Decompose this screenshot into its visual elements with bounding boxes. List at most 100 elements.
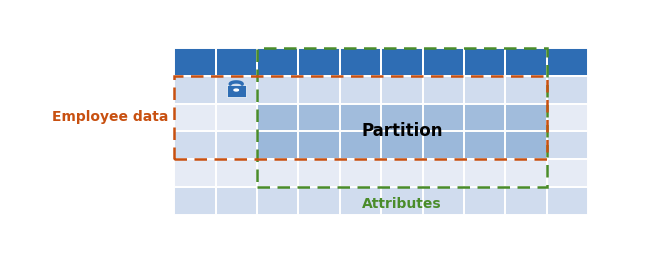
Bar — [381, 187, 423, 214]
Bar — [381, 131, 423, 159]
Bar — [506, 159, 547, 187]
Bar — [506, 187, 547, 214]
Bar — [464, 48, 506, 76]
Bar — [174, 187, 216, 214]
Bar — [174, 187, 216, 214]
Bar — [216, 76, 257, 104]
Bar — [506, 131, 547, 159]
Bar — [340, 159, 381, 187]
Bar — [340, 48, 381, 76]
Bar — [299, 76, 340, 104]
Bar — [216, 187, 257, 214]
Bar — [506, 159, 547, 187]
Bar — [340, 159, 381, 187]
Bar — [216, 187, 257, 214]
Bar — [506, 48, 547, 76]
Bar — [506, 131, 547, 159]
Bar — [340, 131, 381, 159]
Bar — [216, 48, 257, 76]
Bar — [257, 104, 299, 131]
Bar — [381, 104, 423, 131]
Bar — [174, 159, 216, 187]
Bar — [506, 76, 547, 104]
Bar — [299, 76, 340, 104]
Bar — [227, 85, 246, 97]
Bar — [174, 76, 216, 104]
Bar — [257, 48, 547, 187]
Bar — [216, 104, 257, 131]
Bar — [216, 131, 257, 159]
Bar — [174, 104, 216, 131]
Bar — [340, 131, 381, 159]
Bar — [257, 104, 547, 159]
Bar — [506, 104, 547, 131]
Bar — [381, 104, 423, 131]
Bar — [257, 48, 299, 76]
Bar — [381, 159, 423, 187]
Bar — [423, 159, 464, 187]
Bar — [174, 159, 216, 187]
Bar — [340, 187, 381, 214]
Bar — [174, 104, 216, 131]
Bar — [299, 104, 340, 131]
Bar — [547, 76, 589, 104]
Bar — [299, 187, 340, 214]
Bar — [381, 48, 423, 76]
Bar — [299, 187, 340, 214]
Bar — [423, 48, 464, 76]
Bar — [423, 76, 464, 104]
Bar — [216, 159, 257, 187]
Bar — [464, 76, 506, 104]
Bar — [299, 159, 340, 187]
Bar — [464, 104, 506, 131]
Bar — [257, 104, 299, 131]
Bar — [174, 76, 547, 159]
Bar — [423, 76, 464, 104]
Bar — [381, 76, 423, 104]
Bar — [423, 131, 464, 159]
Text: Partition: Partition — [361, 122, 443, 140]
Bar — [299, 48, 340, 76]
Bar — [299, 131, 340, 159]
Bar — [464, 159, 506, 187]
Text: Attributes: Attributes — [362, 198, 442, 211]
Bar — [464, 187, 506, 214]
Bar — [216, 48, 257, 76]
Bar — [174, 48, 216, 76]
Bar — [547, 76, 589, 104]
Bar — [423, 48, 464, 76]
Bar — [547, 159, 589, 187]
Bar — [547, 131, 589, 159]
Bar — [381, 187, 423, 214]
Bar — [464, 104, 506, 131]
Bar — [257, 187, 299, 214]
Bar — [547, 48, 589, 76]
Bar — [381, 131, 423, 159]
Bar — [340, 104, 381, 131]
Bar — [299, 104, 340, 131]
Bar — [216, 104, 257, 131]
Bar — [381, 159, 423, 187]
Bar — [423, 104, 464, 131]
Bar — [174, 48, 216, 76]
Bar — [506, 48, 547, 76]
Bar — [340, 187, 381, 214]
Bar — [423, 187, 464, 214]
Bar — [174, 131, 216, 159]
Bar — [381, 76, 423, 104]
Bar — [464, 131, 506, 159]
Bar — [340, 104, 381, 131]
Bar — [257, 76, 299, 104]
Bar — [174, 131, 216, 159]
Bar — [506, 187, 547, 214]
Bar — [547, 104, 589, 131]
Bar — [299, 159, 340, 187]
Bar — [257, 48, 299, 76]
Bar — [257, 159, 299, 187]
Bar — [216, 76, 257, 104]
Bar — [547, 104, 589, 131]
Bar — [257, 187, 299, 214]
Bar — [423, 104, 464, 131]
Bar — [340, 48, 381, 76]
Bar — [257, 76, 299, 104]
